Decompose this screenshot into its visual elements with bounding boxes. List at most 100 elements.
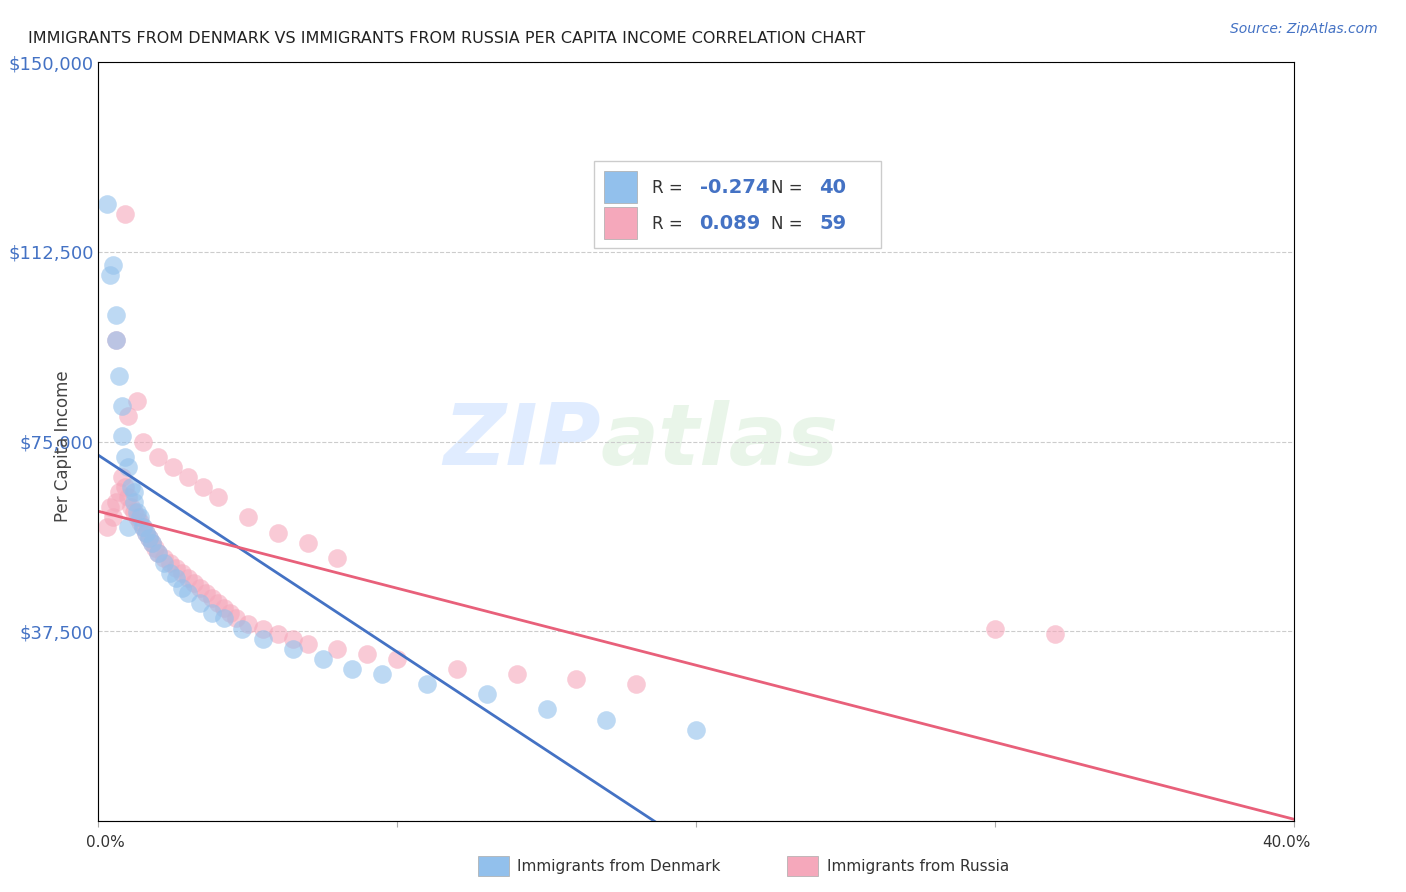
Point — [177, 470, 200, 484]
Point — [165, 571, 187, 585]
Text: 40: 40 — [820, 178, 846, 197]
Point — [172, 566, 194, 580]
Point — [281, 641, 304, 656]
Text: 0.089: 0.089 — [700, 214, 761, 234]
Point — [595, 713, 617, 727]
Point — [141, 535, 163, 549]
Text: N =: N = — [772, 215, 808, 233]
Text: N =: N = — [772, 178, 808, 196]
Point — [225, 611, 247, 625]
Point — [385, 652, 409, 666]
Point — [565, 672, 588, 686]
Bar — [605, 207, 637, 239]
Point — [207, 490, 229, 504]
Point — [267, 626, 290, 640]
Point — [129, 516, 152, 530]
Point — [148, 450, 170, 464]
Point — [138, 531, 160, 545]
Text: 59: 59 — [820, 214, 846, 234]
Point — [117, 520, 139, 534]
Point — [207, 596, 229, 610]
Point — [267, 525, 290, 540]
Point — [138, 531, 160, 545]
Point — [297, 535, 319, 549]
Point — [135, 525, 157, 540]
Point — [536, 702, 558, 716]
Point — [236, 616, 259, 631]
Point — [114, 207, 136, 221]
Point — [127, 394, 149, 409]
Point — [236, 510, 259, 524]
Text: ZIP: ZIP — [443, 400, 600, 483]
Point — [212, 601, 235, 615]
Text: 40.0%: 40.0% — [1263, 836, 1310, 850]
Text: 0.0%: 0.0% — [86, 836, 125, 850]
Point — [153, 550, 176, 565]
Point — [108, 368, 131, 383]
Point — [105, 495, 128, 509]
Point — [127, 505, 149, 519]
Point — [98, 268, 122, 282]
Point — [117, 409, 139, 424]
Text: Immigrants from Denmark: Immigrants from Denmark — [517, 859, 721, 873]
Point — [356, 647, 378, 661]
Point — [111, 470, 134, 484]
Point — [96, 520, 118, 534]
Point — [103, 258, 125, 272]
Point — [105, 334, 128, 348]
Point — [177, 586, 200, 600]
Point — [135, 525, 157, 540]
Point — [148, 546, 170, 560]
Point — [281, 632, 304, 646]
Point — [108, 485, 131, 500]
Text: Per Capita Income: Per Capita Income — [55, 370, 72, 522]
Point — [162, 459, 184, 474]
Text: Immigrants from Russia: Immigrants from Russia — [827, 859, 1010, 873]
Point — [183, 576, 205, 591]
Point — [342, 662, 364, 676]
Point — [416, 677, 439, 691]
Text: -0.274: -0.274 — [700, 178, 769, 197]
Text: Source: ZipAtlas.com: Source: ZipAtlas.com — [1230, 22, 1378, 37]
Point — [129, 510, 152, 524]
Point — [132, 520, 155, 534]
Point — [105, 308, 128, 322]
Point — [117, 490, 139, 504]
Point — [114, 480, 136, 494]
Point — [132, 520, 155, 534]
Point — [96, 197, 118, 211]
Point — [212, 611, 235, 625]
Point — [124, 495, 146, 509]
Point — [159, 566, 181, 580]
Point — [506, 667, 529, 681]
Point — [103, 510, 125, 524]
Point — [219, 607, 242, 621]
Point — [685, 723, 707, 737]
Text: R =: R = — [652, 178, 688, 196]
Point — [114, 450, 136, 464]
Point — [120, 500, 142, 515]
Point — [105, 334, 128, 348]
Point — [446, 662, 468, 676]
Point — [143, 541, 166, 555]
Point — [98, 500, 122, 515]
Point — [252, 632, 274, 646]
Point — [188, 596, 211, 610]
FancyBboxPatch shape — [595, 161, 882, 248]
Point — [165, 561, 187, 575]
Point — [124, 485, 146, 500]
Point — [326, 641, 349, 656]
Point — [195, 586, 218, 600]
Point — [191, 480, 214, 494]
Text: R =: R = — [652, 215, 688, 233]
Point — [127, 510, 149, 524]
Point — [177, 571, 200, 585]
Point — [141, 535, 163, 549]
Point — [201, 591, 224, 606]
Point — [117, 459, 139, 474]
Point — [626, 677, 648, 691]
Point — [371, 667, 394, 681]
Point — [297, 637, 319, 651]
Text: atlas: atlas — [600, 400, 838, 483]
Text: IMMIGRANTS FROM DENMARK VS IMMIGRANTS FROM RUSSIA PER CAPITA INCOME CORRELATION : IMMIGRANTS FROM DENMARK VS IMMIGRANTS FR… — [28, 31, 865, 46]
